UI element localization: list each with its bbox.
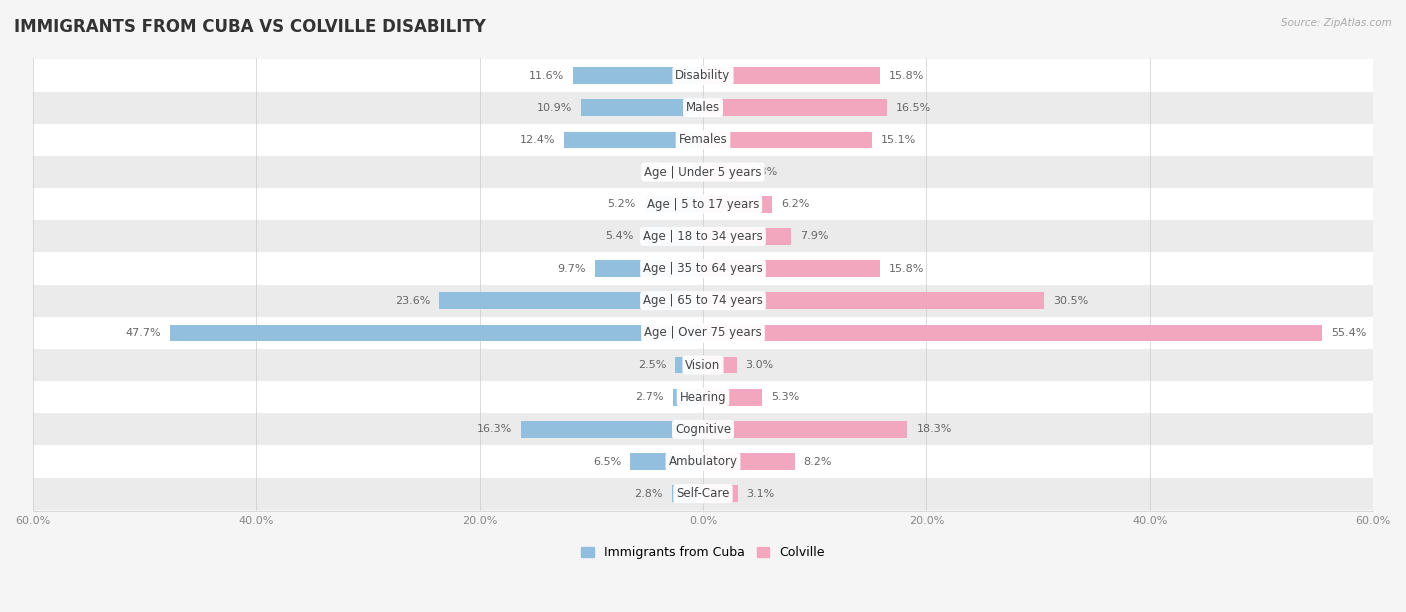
Bar: [645, 196, 703, 212]
Bar: [32, 477, 1374, 510]
Bar: [703, 132, 872, 148]
Text: 9.7%: 9.7%: [557, 264, 586, 274]
Text: 2.7%: 2.7%: [636, 392, 664, 402]
Text: 11.6%: 11.6%: [529, 70, 564, 81]
Bar: [690, 163, 703, 181]
Text: 16.5%: 16.5%: [896, 103, 932, 113]
Bar: [32, 446, 1374, 477]
Bar: [439, 293, 703, 309]
Bar: [32, 317, 1374, 349]
Text: 23.6%: 23.6%: [395, 296, 430, 306]
Text: Age | 65 to 74 years: Age | 65 to 74 years: [643, 294, 763, 307]
Bar: [703, 99, 887, 116]
Legend: Immigrants from Cuba, Colville: Immigrants from Cuba, Colville: [576, 541, 830, 564]
Text: 5.4%: 5.4%: [606, 231, 634, 241]
Bar: [32, 349, 1374, 381]
Text: 3.1%: 3.1%: [747, 489, 775, 499]
Text: 47.7%: 47.7%: [125, 328, 162, 338]
Bar: [703, 389, 762, 406]
Bar: [643, 228, 703, 245]
Text: 1.1%: 1.1%: [654, 167, 682, 177]
Bar: [581, 99, 703, 116]
Text: 18.3%: 18.3%: [917, 424, 952, 435]
Bar: [675, 357, 703, 373]
Text: Ambulatory: Ambulatory: [668, 455, 738, 468]
Text: Disability: Disability: [675, 69, 731, 82]
Text: 12.4%: 12.4%: [520, 135, 555, 145]
Text: 15.8%: 15.8%: [889, 70, 924, 81]
Bar: [32, 252, 1374, 285]
Bar: [32, 285, 1374, 317]
Text: 6.2%: 6.2%: [782, 199, 810, 209]
Text: 7.9%: 7.9%: [800, 231, 828, 241]
Text: Age | 18 to 34 years: Age | 18 to 34 years: [643, 230, 763, 243]
Bar: [703, 293, 1043, 309]
Text: Cognitive: Cognitive: [675, 423, 731, 436]
Text: 55.4%: 55.4%: [1331, 328, 1367, 338]
Bar: [574, 67, 703, 84]
Bar: [703, 421, 907, 438]
Bar: [703, 357, 737, 373]
Text: 16.3%: 16.3%: [477, 424, 512, 435]
Text: Hearing: Hearing: [679, 390, 727, 404]
Text: 5.3%: 5.3%: [770, 392, 800, 402]
Text: Self-Care: Self-Care: [676, 487, 730, 500]
Text: 30.5%: 30.5%: [1053, 296, 1088, 306]
Bar: [32, 413, 1374, 446]
Bar: [170, 324, 703, 341]
Bar: [703, 453, 794, 470]
Bar: [673, 389, 703, 406]
Text: Source: ZipAtlas.com: Source: ZipAtlas.com: [1281, 18, 1392, 28]
Text: 15.8%: 15.8%: [889, 264, 924, 274]
Text: 10.9%: 10.9%: [537, 103, 572, 113]
Bar: [703, 163, 740, 181]
Bar: [630, 453, 703, 470]
Text: Age | 35 to 64 years: Age | 35 to 64 years: [643, 262, 763, 275]
Bar: [703, 196, 772, 212]
Text: Males: Males: [686, 101, 720, 114]
Text: 3.3%: 3.3%: [749, 167, 778, 177]
Bar: [564, 132, 703, 148]
Bar: [32, 92, 1374, 124]
Bar: [703, 228, 792, 245]
Bar: [520, 421, 703, 438]
Text: Females: Females: [679, 133, 727, 146]
Bar: [32, 156, 1374, 188]
Bar: [32, 220, 1374, 252]
Text: 5.2%: 5.2%: [607, 199, 636, 209]
Bar: [672, 485, 703, 502]
Bar: [703, 67, 880, 84]
Text: 2.5%: 2.5%: [638, 360, 666, 370]
Text: Age | 5 to 17 years: Age | 5 to 17 years: [647, 198, 759, 211]
Text: 3.0%: 3.0%: [745, 360, 773, 370]
Text: 8.2%: 8.2%: [804, 457, 832, 466]
Text: Age | Over 75 years: Age | Over 75 years: [644, 326, 762, 340]
Text: Age | Under 5 years: Age | Under 5 years: [644, 165, 762, 179]
Bar: [32, 124, 1374, 156]
Bar: [595, 260, 703, 277]
Bar: [32, 188, 1374, 220]
Text: 15.1%: 15.1%: [880, 135, 915, 145]
Bar: [703, 485, 738, 502]
Text: 2.8%: 2.8%: [634, 489, 662, 499]
Text: IMMIGRANTS FROM CUBA VS COLVILLE DISABILITY: IMMIGRANTS FROM CUBA VS COLVILLE DISABIL…: [14, 18, 486, 36]
Bar: [32, 381, 1374, 413]
Bar: [703, 260, 880, 277]
Bar: [32, 59, 1374, 92]
Bar: [703, 324, 1322, 341]
Text: 6.5%: 6.5%: [593, 457, 621, 466]
Text: Vision: Vision: [685, 359, 721, 371]
